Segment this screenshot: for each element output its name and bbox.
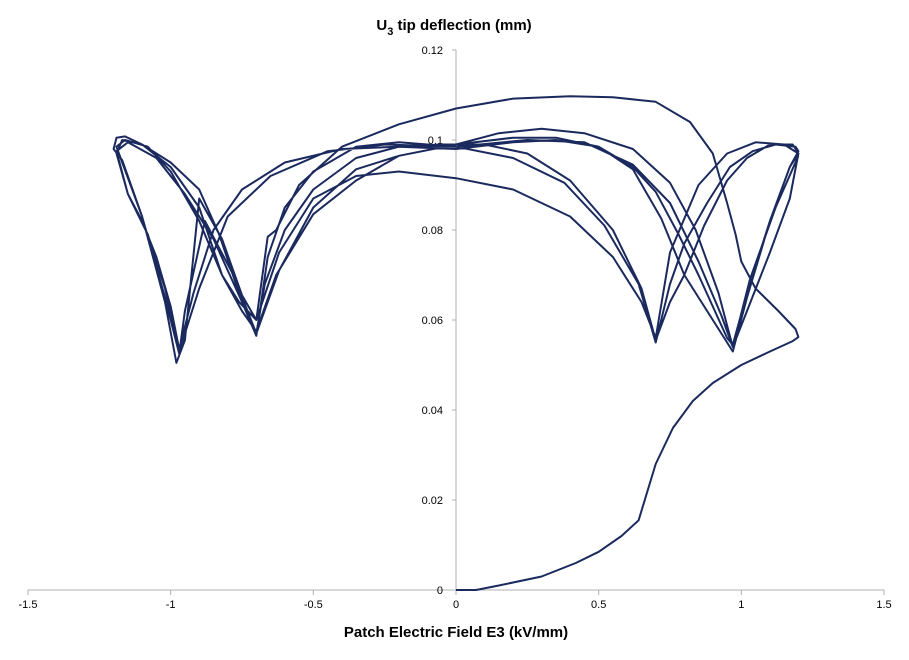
chart-title: U3 tip deflection (mm) — [376, 17, 531, 38]
x-tick-label: 1 — [738, 599, 744, 611]
x-tick-label: 0 — [453, 599, 459, 611]
chart-title-main: U — [376, 17, 387, 34]
y-tick-label: 0.04 — [422, 405, 443, 417]
y-tick-label: 0.06 — [422, 315, 443, 327]
y-tick-label: 0 — [437, 585, 443, 597]
x-axis-label: Patch Electric Field E3 (kV/mm) — [344, 624, 568, 641]
x-tick-label: -1 — [166, 599, 176, 611]
x-tick-label: 0.5 — [591, 599, 606, 611]
y-tick-label: 0.12 — [422, 45, 443, 57]
chart-title-rest: tip deflection (mm) — [393, 17, 531, 34]
chart-title-subscript: 3 — [387, 26, 393, 38]
x-tick-label: -1.5 — [19, 599, 38, 611]
y-tick-labels: 00.020.040.060.080.10.12 — [422, 45, 456, 597]
y-tick-label: 0.08 — [422, 225, 443, 237]
x-tick-label: 1.5 — [876, 599, 891, 611]
series-line — [112, 95, 800, 591]
x-tick-label: -0.5 — [304, 599, 323, 611]
y-tick-label: 0.02 — [422, 495, 443, 507]
x-tick-labels: -1.5 -1 -0.5 0 0.5 1 1.5 — [19, 590, 892, 611]
